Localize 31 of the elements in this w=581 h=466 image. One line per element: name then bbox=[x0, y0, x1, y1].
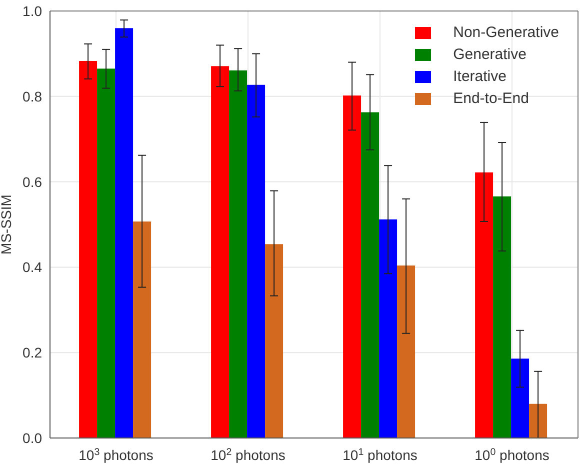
y-tick-label: 1.0 bbox=[22, 2, 42, 19]
bar bbox=[379, 219, 398, 438]
legend-label: Non-Generative bbox=[453, 24, 559, 41]
bar bbox=[229, 70, 248, 438]
bar bbox=[79, 60, 98, 438]
bar bbox=[133, 222, 152, 438]
y-tick-label: 0.8 bbox=[22, 88, 42, 104]
bar bbox=[97, 68, 116, 438]
bar bbox=[397, 265, 416, 438]
bar bbox=[511, 358, 530, 438]
y-tick-label: 0.2 bbox=[22, 344, 42, 361]
x-tick-label: 10$^{0}$ photons bbox=[474, 446, 550, 463]
y-tick-label: 0.6 bbox=[22, 174, 42, 190]
bar bbox=[265, 244, 284, 438]
y-axis-title: MS-SSIM bbox=[0, 194, 14, 254]
bar bbox=[475, 172, 494, 438]
bar bbox=[529, 404, 548, 438]
legend-label: Iterative bbox=[453, 68, 506, 85]
x-tick-label: 10$^{2}$ photons bbox=[210, 446, 286, 463]
bar bbox=[493, 196, 512, 438]
legend-label: Generative bbox=[453, 46, 526, 63]
bar bbox=[211, 66, 230, 438]
y-tick-label: 0.0 bbox=[22, 430, 42, 446]
y-tick-label: 0.4 bbox=[22, 259, 42, 276]
x-tick-label: 10$^{1}$ photons bbox=[342, 446, 418, 463]
bar bbox=[343, 96, 362, 438]
legend-label: End-to-End bbox=[453, 90, 529, 107]
bar bbox=[247, 84, 266, 438]
x-tick-label: 10$^{3}$ photons bbox=[78, 446, 154, 463]
bar bbox=[115, 28, 134, 438]
bar bbox=[361, 112, 380, 438]
